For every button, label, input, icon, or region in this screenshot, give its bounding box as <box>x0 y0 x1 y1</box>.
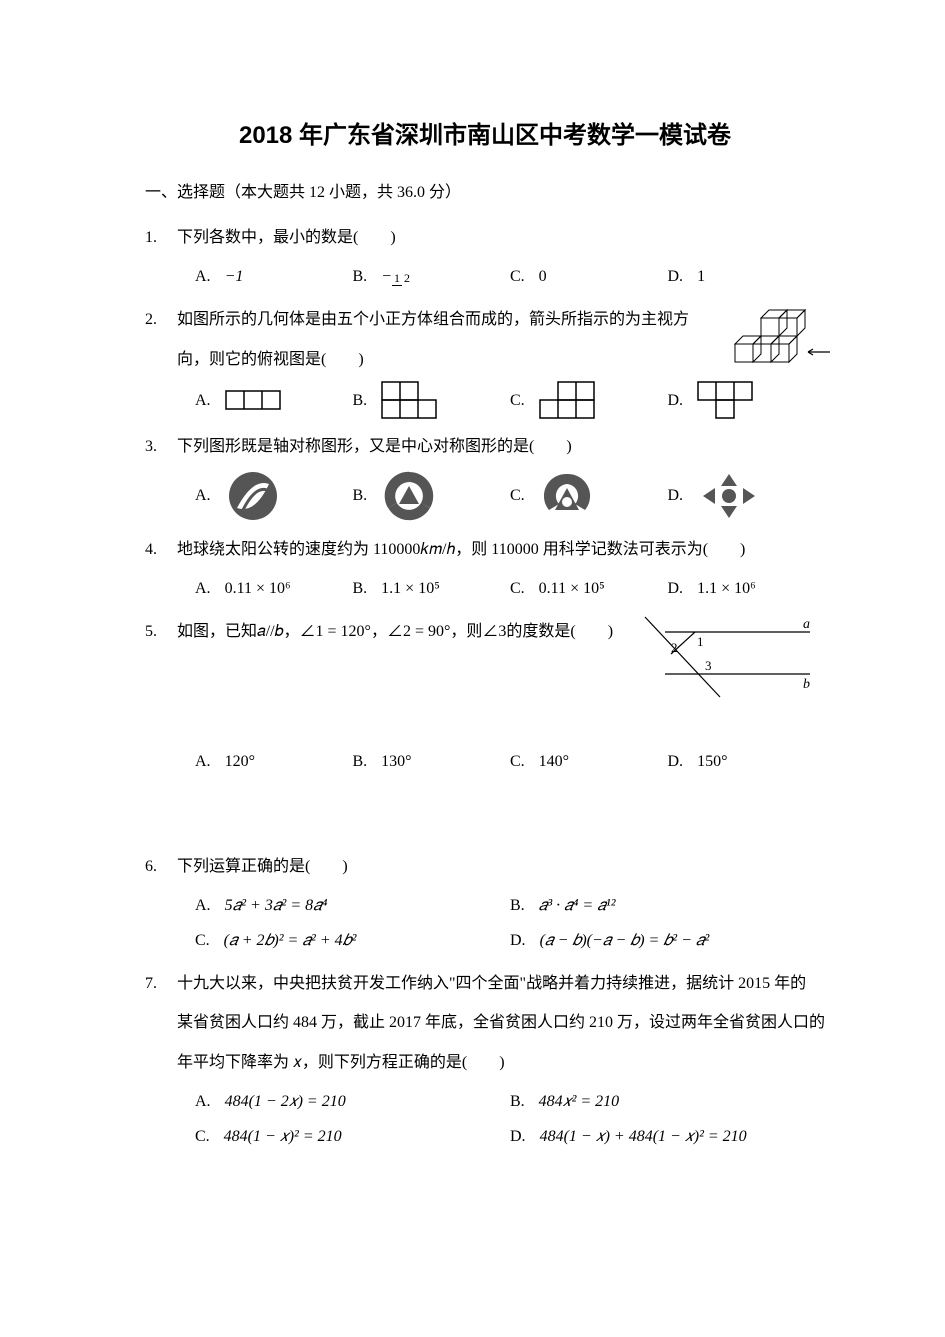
q7-opt-c: C.484(1 − 𝑥)² = 210 <box>195 1119 510 1154</box>
q2-stem-l2: 向，则它的俯视图是( ) <box>177 342 825 377</box>
q6-opt-a: A.5𝑎² + 3𝑎² = 8𝑎⁴ <box>195 888 510 923</box>
section-header: 一、选择题（本大题共 12 小题，共 36.0 分） <box>145 178 825 202</box>
q7-opt-b: B.484𝑥² = 210 <box>510 1084 825 1119</box>
q3-opt-d: D. <box>668 468 826 524</box>
q7-opt-d: D.484(1 − 𝑥) + 484(1 − 𝑥)² = 210 <box>510 1119 825 1154</box>
q2-opt-d: D. <box>668 381 826 421</box>
q4-opt-b: B.1.1 × 10⁵ <box>353 571 511 606</box>
q4-num: 4. <box>145 532 177 606</box>
q4-opt-a: A.0.11 × 10⁶ <box>195 571 353 606</box>
q2-num: 2. <box>145 302 177 420</box>
symmetry-icon-d <box>697 472 761 520</box>
q7-stem-l3: 年平均下降率为 𝑥，则下列方程正确的是( ) <box>177 1045 825 1080</box>
q3-opt-b: B. <box>353 468 511 524</box>
q3-num: 3. <box>145 429 177 524</box>
q1-num: 1. <box>145 220 177 294</box>
q3-stem: 下列图形既是轴对称图形，又是中心对称图形的是( ) <box>177 429 825 464</box>
q3-opt-c: C. <box>510 468 668 524</box>
svg-text:2: 2 <box>671 640 678 655</box>
q6-opt-b: B.𝑎³ · 𝑎⁴ = 𝑎¹² <box>510 888 825 923</box>
q2-opt-a: A. <box>195 381 353 421</box>
q5-opt-c: C.140° <box>510 744 668 779</box>
q3-opt-a: A. <box>195 468 353 524</box>
page-title: 2018 年广东省深圳市南山区中考数学一模试卷 <box>145 115 825 150</box>
q7-stem-l2: 某省贫困人口约 484 万，截止 2017 年底，全省贫困人口约 210 万，设… <box>177 1005 825 1040</box>
q6-opt-c: C.(𝑎 + 2𝑏)² = 𝑎² + 4𝑏² <box>195 923 510 958</box>
q7-stem-l1: 十九大以来，中央把扶贫开发工作纳入"四个全面"战略并着力持续推进，据统计 201… <box>177 966 825 1001</box>
question-4: 4. 地球绕太阳公转的速度约为 110000𝑘𝑚/ℎ，则 110000 用科学记… <box>145 532 825 606</box>
question-1: 1. 下列各数中，最小的数是( ) A.−1 B. −12 C.0 D.1 <box>145 220 825 294</box>
q7-opt-a: A.484(1 − 2𝑥) = 210 <box>195 1084 510 1119</box>
q6-opt-d: D.(𝑎 − 𝑏)(−𝑎 − 𝑏) = 𝑏² − 𝑎² <box>510 923 825 958</box>
q1-stem: 下列各数中，最小的数是( ) <box>177 220 825 255</box>
svg-text:a: a <box>803 617 810 632</box>
q7-num: 7. <box>145 966 177 1154</box>
q6-stem: 下列运算正确的是( ) <box>177 849 825 884</box>
q5-opt-b: B.130° <box>353 744 511 779</box>
question-2: 2. 如图所示的几何体是由五个小正方体组合而成的，箭头所指示的为主视方 向，则它… <box>145 302 825 420</box>
question-3: 3. 下列图形既是轴对称图形，又是中心对称图形的是( ) A. B. C. D. <box>145 429 825 524</box>
q4-stem: 地球绕太阳公转的速度约为 110000𝑘𝑚/ℎ，则 110000 用科学记数法可… <box>177 532 825 567</box>
q2-opt-c: C. <box>510 381 668 421</box>
q5-figure: a b 1 2 3 <box>635 612 815 702</box>
q5-num: 5. <box>145 614 177 778</box>
q2-opt-b: B. <box>353 381 511 421</box>
q2-stem-l1: 如图所示的几何体是由五个小正方体组合而成的，箭头所指示的为主视方 <box>177 302 825 337</box>
q4-opt-d: D.1.1 × 10⁶ <box>668 571 826 606</box>
q1-opt-d: D.1 <box>668 259 826 294</box>
q6-num: 6. <box>145 849 177 959</box>
q1-opt-c: C.0 <box>510 259 668 294</box>
svg-text:1: 1 <box>697 634 704 649</box>
q5-opt-a: A.120° <box>195 744 353 779</box>
svg-text:b: b <box>803 677 810 692</box>
symmetry-icon-a <box>225 468 281 524</box>
q4-opt-c: C.0.11 × 10⁵ <box>510 571 668 606</box>
q2-3d-figure <box>730 302 835 364</box>
question-6: 6. 下列运算正确的是( ) A.5𝑎² + 3𝑎² = 8𝑎⁴ B.𝑎³ · … <box>145 849 825 959</box>
symmetry-icon-c <box>539 468 595 524</box>
question-7: 7. 十九大以来，中央把扶贫开发工作纳入"四个全面"战略并着力持续推进，据统计 … <box>145 966 825 1154</box>
symmetry-icon-b <box>381 468 437 524</box>
q5-opt-d: D.150° <box>668 744 826 779</box>
q1-opt-b: B. −12 <box>353 259 511 294</box>
q1-opt-a: A.−1 <box>195 259 353 294</box>
svg-text:3: 3 <box>705 658 712 673</box>
question-5: 5. 如图，已知𝑎//𝑏，∠1 = 120°，∠2 = 90°，则∠3的度数是(… <box>145 614 825 778</box>
